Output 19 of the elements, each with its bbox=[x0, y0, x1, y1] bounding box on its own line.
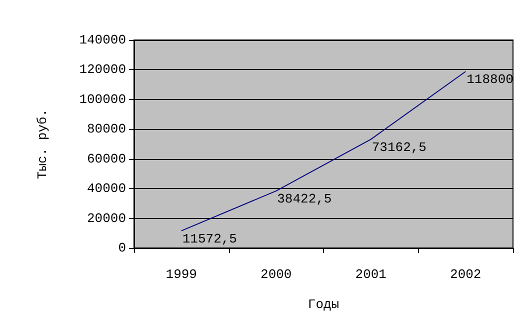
data-label: 73162,5 bbox=[372, 140, 426, 155]
x-tick-label: 2001 bbox=[355, 267, 387, 282]
y-tick-label: 0 bbox=[118, 240, 126, 256]
data-label: 38422,5 bbox=[277, 191, 332, 206]
y-tick-label: 40000 bbox=[86, 181, 126, 196]
y-axis-title: Тыс. руб. bbox=[35, 108, 50, 180]
y-tick-label: 100000 bbox=[79, 92, 126, 107]
y-tick-label: 80000 bbox=[86, 122, 126, 137]
x-tick-label: 2000 bbox=[260, 267, 292, 282]
y-tick-label: 140000 bbox=[79, 32, 126, 48]
data-label: 11572,5 bbox=[182, 231, 237, 246]
data-label: 118800 bbox=[466, 72, 514, 87]
y-tick-label: 120000 bbox=[79, 62, 126, 78]
x-tick-label: 2002 bbox=[450, 267, 482, 282]
y-tick-label: 20000 bbox=[86, 210, 126, 226]
x-tick-label: 1999 bbox=[166, 267, 197, 282]
x-axis-title: Годы bbox=[308, 297, 340, 312]
y-tick-label: 60000 bbox=[86, 151, 126, 166]
line-series bbox=[180, 70, 466, 232]
